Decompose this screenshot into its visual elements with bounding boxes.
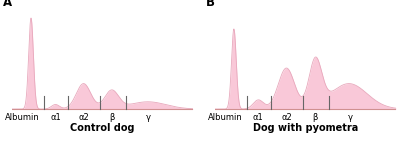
Text: A: A [3,0,12,9]
X-axis label: Control dog: Control dog [70,123,135,133]
X-axis label: Dog with pyometra: Dog with pyometra [253,123,358,133]
Text: B: B [206,0,215,9]
